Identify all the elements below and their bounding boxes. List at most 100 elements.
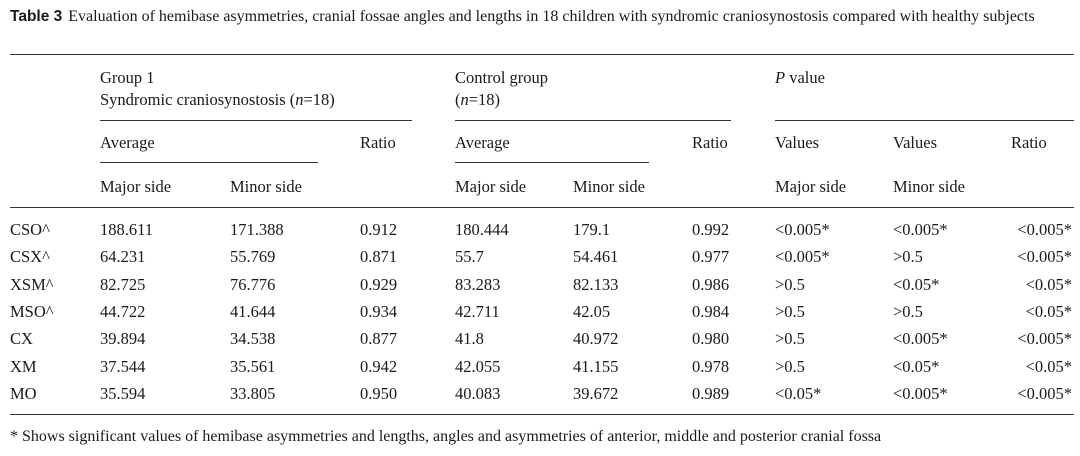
control-major-cell: 55.7 [455,247,484,267]
p-major-cell: >0.5 [775,301,805,321]
control-ratio-cell: 0.986 [692,274,730,294]
p-major-cell: >0.5 [775,329,805,349]
control-ratio-cell: 0.977 [692,247,730,267]
p-minor-cell: <0.05* [893,274,940,294]
p-ratio-cell: <0.05* [1025,301,1072,321]
group1-minor-heading: Minor side [230,177,302,196]
group1-major-cell: 35.594 [100,383,146,403]
row-label: XSM^ [10,274,54,294]
p-ratio-cell: <0.005* [1017,220,1072,239]
row-label: MO [10,383,37,403]
group1-major-cell: 44.722 [100,301,146,321]
control-ratio-cell: 0.989 [692,383,730,403]
p-major-cell: <0.05* [775,383,822,403]
row-label: XM [10,356,37,376]
group1-average-rule [100,162,318,163]
control-minor-cell: 82.133 [573,274,619,294]
group1-major-cell: 188.611 [100,220,154,239]
control-minor-cell: 42.05 [573,301,611,321]
control-ratio-heading: Ratio [692,133,728,152]
control-heading: Control group [455,68,549,87]
group1-rule [100,120,412,121]
group1-major-cell: 37.544 [100,356,146,376]
p-major-values-heading: Values [775,133,819,152]
row-label: CSX^ [10,247,50,267]
p-major-cell: <0.005* [775,220,830,239]
p-minor-cell: <0.005* [893,329,948,349]
top-rule [10,54,1074,55]
group1-ratio-heading: Ratio [360,133,396,152]
group1-minor-cell: 33.805 [230,383,276,403]
row-label: CX [10,329,33,349]
pvalue-heading: P value [775,68,825,87]
group1-minor-cell: 34.538 [230,329,276,349]
control-ratio-cell: 0.978 [692,356,730,376]
p-major-heading: Major side [775,177,847,196]
control-subheading: (n=18) [455,90,501,109]
control-rule [455,120,731,121]
control-ratio-cell: 0.992 [692,220,730,239]
control-average-heading: Average [455,133,510,152]
group1-minor-cell: 55.769 [230,247,276,267]
group1-ratio-cell: 0.934 [360,301,398,321]
table-caption: Table 3 Evaluation of hemibase asymmetrie… [10,6,1074,27]
group1-major-cell: 64.231 [100,247,146,267]
p-minor-cell: >0.5 [893,247,923,267]
group1-ratio-cell: 0.929 [360,274,398,294]
group1-minor-cell: 76.776 [230,274,276,294]
control-minor-cell: 41.155 [573,356,619,376]
p-ratio-cell: <0.005* [1017,247,1072,267]
control-minor-cell: 179.1 [573,220,611,239]
group1-major-heading: Major side [100,177,172,196]
p-minor-cell: <0.005* [893,383,948,403]
table-label: Table 3 [10,8,63,25]
p-ratio-cell: <0.005* [1017,383,1072,403]
p-minor-cell: >0.5 [893,301,923,321]
p-major-cell: >0.5 [775,356,805,376]
bottom-rule [10,414,1074,415]
p-minor-cell: <0.005* [893,220,948,239]
control-average-rule [455,162,649,163]
p-minor-cell: <0.05* [893,356,940,376]
group1-ratio-cell: 0.942 [360,356,398,376]
control-major-cell: 40.083 [455,383,501,403]
group1-heading: Group 1 [100,68,155,87]
group1-ratio-cell: 0.877 [360,329,398,349]
control-ratio-cell: 0.980 [692,329,730,349]
group1-minor-cell: 171.388 [230,220,284,239]
footnote: * Shows significant values of hemibase a… [10,428,882,445]
pvalue-rule [775,120,1074,121]
header-bottom-rule [10,207,1074,208]
group1-ratio-cell: 0.950 [360,383,398,403]
control-minor-heading: Minor side [573,177,645,196]
table-title: Evaluation of hemibase asymmetries, cran… [68,8,1035,25]
row-label: MSO^ [10,301,54,321]
p-minor-heading: Minor side [893,177,965,196]
group1-ratio-cell: 0.912 [360,220,398,239]
control-major-cell: 180.444 [455,220,509,239]
row-label: CSO^ [10,220,50,239]
p-ratio-cell: <0.05* [1025,274,1072,294]
group1-major-cell: 39.894 [100,329,146,349]
p-minor-values-heading: Values [893,133,937,152]
group1-subheading: Syndromic craniosynostosis (n=18) [100,90,335,109]
control-minor-cell: 39.672 [573,383,619,403]
control-minor-cell: 54.461 [573,247,619,267]
control-major-cell: 83.283 [455,274,501,294]
group1-major-cell: 82.725 [100,274,146,294]
p-ratio-cell: <0.005* [1017,329,1072,349]
p-major-cell: >0.5 [775,274,805,294]
control-major-cell: 42.055 [455,356,501,376]
p-ratio-heading: Ratio [1011,133,1047,152]
group1-minor-cell: 41.644 [230,301,276,321]
group1-ratio-cell: 0.871 [360,247,398,267]
p-ratio-cell: <0.05* [1025,356,1072,376]
group1-minor-cell: 35.561 [230,356,276,376]
control-major-cell: 42.711 [455,301,500,321]
group1-average-heading: Average [100,133,155,152]
control-major-heading: Major side [455,177,527,196]
control-ratio-cell: 0.984 [692,301,730,321]
control-minor-cell: 40.972 [573,329,619,349]
control-major-cell: 41.8 [455,329,484,349]
p-major-cell: <0.005* [775,247,830,267]
